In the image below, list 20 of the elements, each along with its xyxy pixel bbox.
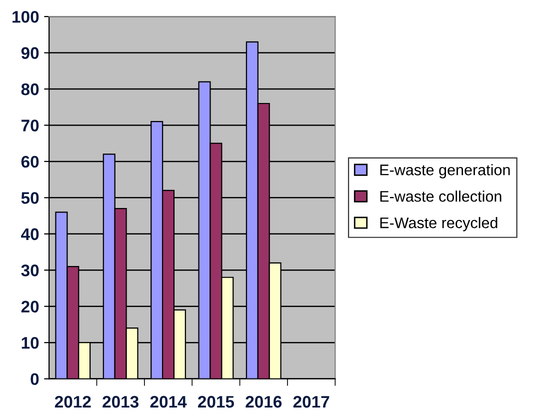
x-tick-label: 2013 xyxy=(102,396,139,408)
y-tick-label: 50 xyxy=(21,192,39,204)
y-tick-label: 0 xyxy=(30,373,39,386)
legend-label: E-Waste recycled xyxy=(380,217,498,232)
y-tick-label: 100 xyxy=(12,10,39,23)
y-tick-label: 60 xyxy=(21,156,39,168)
x-tick-label: 2017 xyxy=(293,396,330,408)
y-tick-label: 80 xyxy=(21,83,39,96)
x-tick-label: 2016 xyxy=(246,396,282,408)
legend-label: E-waste generation xyxy=(380,164,510,178)
y-tick-label: 90 xyxy=(21,47,39,59)
legend-label: E-waste collection xyxy=(380,190,502,202)
y-tick-label: 20 xyxy=(21,300,39,313)
y-tick-label: 70 xyxy=(22,120,39,132)
y-tick-label: 10 xyxy=(22,336,39,349)
x-tick-label: 2012 xyxy=(54,396,91,408)
x-tick-label: 2014 xyxy=(150,396,187,408)
x-tick-label: 2015 xyxy=(198,396,234,408)
y-tick-label: 30 xyxy=(21,264,39,276)
y-tick-label: 40 xyxy=(21,228,39,240)
